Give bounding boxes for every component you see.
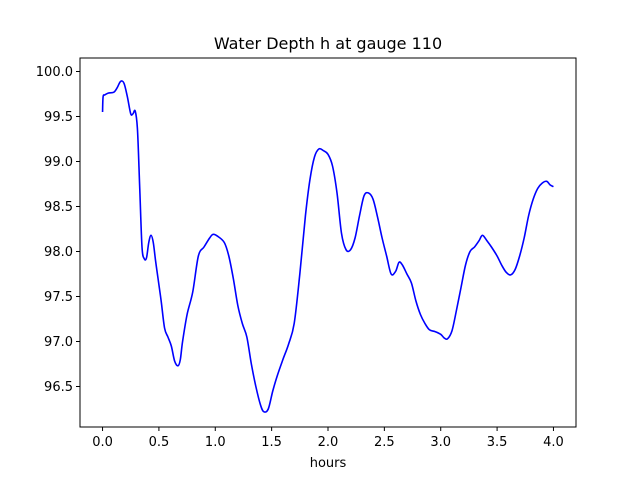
x-tick-label: 3.0 [430, 435, 451, 450]
x-axis-ticks: 0.0 0.5 1.0 1.5 2.0 2.5 3.0 3.5 4.0 [92, 427, 564, 450]
x-tick-label: 2.5 [374, 435, 395, 450]
y-tick-label: 99.5 [44, 110, 73, 125]
plot-frame [79, 57, 577, 428]
x-axis-label: hours [310, 456, 347, 471]
series-line-0 [101, 80, 554, 413]
plot-layer [101, 80, 554, 413]
x-tick-label: 0.5 [149, 435, 170, 450]
y-tick-label: 99.0 [44, 155, 73, 170]
x-tick-label: 1.5 [261, 435, 282, 450]
y-tick-label: 100.0 [36, 65, 73, 80]
x-tick-label: 1.0 [205, 435, 226, 450]
x-tick-label: 4.0 [543, 435, 564, 450]
x-tick-label: 0.0 [92, 435, 113, 450]
chart-title: Water Depth h at gauge 110 [214, 34, 442, 53]
y-tick-label: 97.5 [44, 290, 73, 305]
y-tick-label: 98.0 [44, 245, 73, 260]
y-tick-label: 97.0 [44, 335, 73, 350]
y-tick-label: 98.5 [44, 200, 73, 215]
y-axis-ticks: 96.5 97.0 97.5 98.0 98.5 99.0 99.5 100.0 [36, 65, 80, 395]
y-tick-label: 96.5 [44, 380, 73, 395]
x-tick-label: 3.5 [487, 435, 508, 450]
x-tick-label: 2.0 [318, 435, 339, 450]
